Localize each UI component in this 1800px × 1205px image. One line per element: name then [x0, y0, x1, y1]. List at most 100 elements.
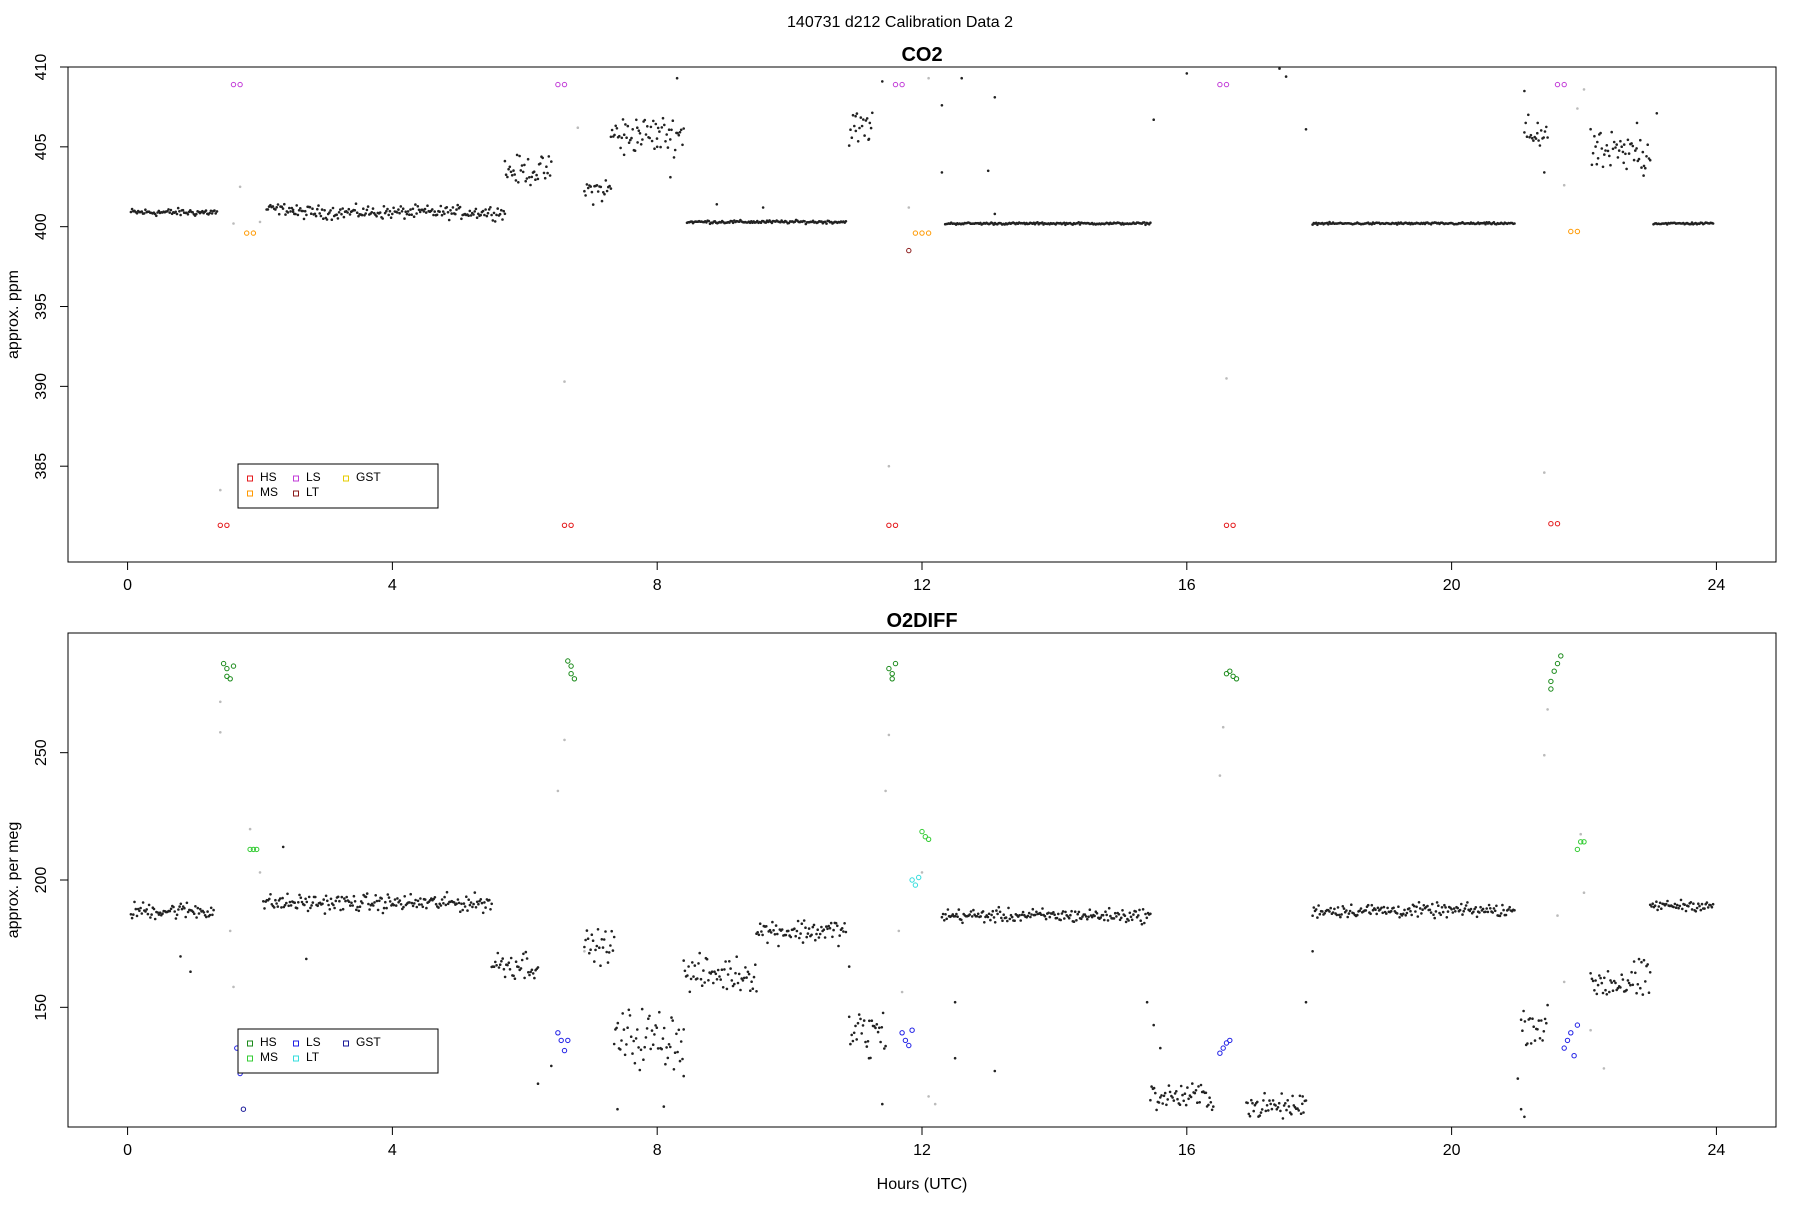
co2-data-point	[348, 213, 352, 216]
o2diff-data-point	[940, 915, 944, 919]
o2diff-data-point	[626, 1026, 629, 1029]
o2diff-series-misc-6	[179, 845, 1526, 1119]
co2-data-point	[633, 149, 637, 152]
o2diff-data-point	[802, 919, 806, 922]
co2-data-point	[671, 119, 675, 122]
co2-data-point	[1546, 136, 1549, 139]
co2-data-point	[512, 169, 515, 172]
co2-data-point	[325, 218, 329, 221]
o2diff-data-point	[1128, 911, 1132, 915]
o2diff-data-point	[219, 700, 222, 704]
o2diff-data-point	[1590, 977, 1594, 981]
o2diff-marker-hs	[1548, 678, 1554, 685]
co2-data-point	[288, 206, 291, 210]
o2diff-data-point	[520, 958, 524, 962]
o2diff-data-point	[687, 965, 690, 968]
o2diff-data-point	[1646, 963, 1649, 966]
o2diff-data-point	[473, 891, 477, 894]
o2diff-data-point	[1194, 1089, 1198, 1092]
o2diff-data-point	[1282, 1104, 1286, 1107]
co2-data-point	[385, 209, 388, 213]
o2diff-data-point	[186, 910, 190, 914]
co2-data-point	[625, 136, 628, 139]
o2diff-data-point	[953, 914, 957, 918]
co2-data-point	[605, 189, 609, 193]
co2-data-point	[859, 116, 863, 119]
o2diff-data-point	[1141, 908, 1145, 911]
co2-data-point	[303, 209, 307, 213]
o2diff-x-axis-label: Hours (UTC)	[877, 1176, 968, 1193]
o2diff-data-point	[1154, 1091, 1157, 1095]
co2-data-point	[629, 138, 632, 142]
o2diff-data-point	[737, 972, 741, 976]
o2diff-data-point	[219, 731, 222, 734]
o2diff-data-point	[793, 927, 796, 930]
o2diff-data-point	[194, 905, 197, 908]
co2-data-point	[280, 205, 284, 208]
co2-series-hs	[217, 521, 1561, 528]
co2-data-point	[274, 208, 277, 211]
co2-data-point	[389, 216, 393, 219]
o2diff-data-point	[1356, 913, 1359, 917]
o2diff-data-point	[825, 925, 828, 928]
co2-data-point	[509, 170, 513, 174]
o2diff-data-point	[1159, 1046, 1162, 1050]
co2-data-point	[1523, 131, 1526, 134]
co2-legend-swatch-lt	[293, 490, 299, 497]
o2diff-data-point	[1629, 983, 1632, 987]
o2diff-data-point	[529, 970, 532, 974]
o2diff-data-point	[1426, 904, 1429, 908]
co2-data-point	[496, 207, 500, 210]
o2diff-data-point	[373, 901, 376, 904]
o2diff-data-point	[884, 1044, 887, 1048]
o2diff-data-point	[989, 918, 992, 922]
o2diff-data-point	[645, 1027, 649, 1030]
o2diff-data-point	[754, 963, 757, 966]
o2diff-data-point	[1502, 908, 1505, 912]
o2diff-data-point	[410, 901, 414, 905]
co2-data-point	[416, 205, 420, 208]
o2diff-data-point	[333, 906, 336, 910]
o2diff-data-point	[686, 974, 689, 977]
o2diff-data-point	[393, 898, 397, 901]
o2diff-data-point	[199, 907, 202, 911]
co2-data-point	[336, 217, 340, 220]
co2-data-point	[618, 134, 621, 138]
co2-data-point	[583, 189, 586, 193]
o2diff-data-point	[403, 895, 407, 898]
co2-data-point	[1527, 113, 1530, 117]
o2diff-data-point	[1677, 906, 1680, 910]
o2diff-data-point	[739, 988, 742, 992]
o2diff-data-point	[1149, 912, 1152, 916]
o2diff-data-point	[946, 908, 950, 911]
o2diff-data-point	[1711, 902, 1715, 906]
co2-data-point	[301, 209, 305, 213]
o2diff-data-point	[1172, 1099, 1176, 1102]
o2diff-data-point	[1279, 1109, 1282, 1113]
o2diff-data-point	[707, 979, 710, 982]
o2diff-data-point	[1689, 901, 1693, 904]
o2diff-data-point	[1657, 905, 1661, 908]
o2diff-data-point	[1491, 911, 1494, 914]
o2diff-data-point	[1183, 1092, 1187, 1095]
o2diff-data-point	[1698, 904, 1701, 908]
o2diff-data-point	[1026, 914, 1030, 918]
o2diff-data-point	[1350, 903, 1353, 906]
o2diff-data-point	[141, 901, 145, 904]
co2-data-point	[619, 146, 622, 150]
co2-data-point	[993, 212, 997, 216]
o2diff-series-hs	[220, 653, 1564, 692]
o2diff-data-point	[880, 1026, 884, 1029]
o2diff-data-point	[525, 957, 529, 960]
o2diff-data-point	[662, 1026, 666, 1030]
co2-data-point	[887, 464, 891, 468]
o2diff-data-point	[172, 905, 175, 909]
co2-data-point	[431, 208, 434, 211]
co2-data-point	[492, 211, 496, 215]
co2-data-point	[1614, 146, 1617, 149]
co2-data-point	[520, 164, 524, 167]
o2diff-data-point	[625, 1043, 628, 1046]
co2-data-point	[1622, 143, 1626, 146]
co2-data-point	[667, 128, 671, 131]
o2diff-data-point	[384, 900, 387, 904]
